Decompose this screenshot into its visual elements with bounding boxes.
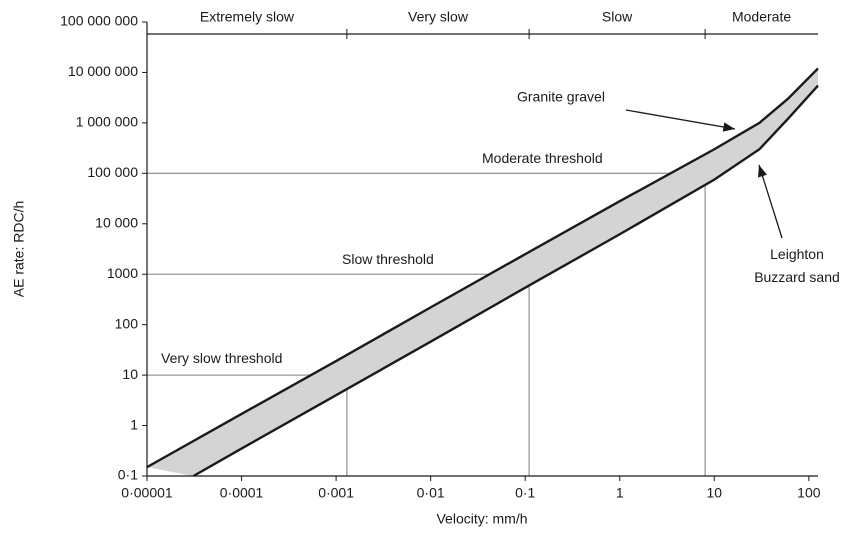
- annotation-arrow: [758, 164, 783, 239]
- y-axis-label: AE rate: RDC/h: [11, 201, 27, 297]
- series-annotation: Leighton Buzzard sand: [754, 246, 840, 285]
- y-tick-label: 1: [130, 416, 138, 432]
- threshold-label: Slow threshold: [342, 251, 434, 267]
- series-annotation: Granite gravel: [517, 89, 605, 105]
- annotation-arrow: [625, 109, 736, 132]
- threshold-label: Moderate threshold: [482, 150, 603, 166]
- series-line: [192, 84, 819, 478]
- x-tick-label: 0·00001: [121, 485, 173, 501]
- x-tick-label: 0·01: [417, 485, 445, 501]
- y-tick-label: 100 000: [87, 164, 138, 180]
- y-tick-label: 0·1: [118, 467, 138, 483]
- threshold-label: Very slow threshold: [161, 350, 282, 366]
- y-tick-label: 10 000 000: [68, 63, 138, 79]
- y-tick-label: 10 000: [95, 214, 138, 230]
- x-tick-label: 0·001: [318, 485, 354, 501]
- y-tick-label: 100: [115, 315, 139, 331]
- series-line: [146, 67, 819, 469]
- x-tick-label: 10: [707, 485, 723, 501]
- y-tick-label: 100 000 000: [60, 13, 138, 29]
- zone-label: Moderate: [732, 9, 791, 25]
- y-tick-label: 10: [122, 366, 138, 382]
- zone-label: Extremely slow: [200, 9, 295, 25]
- zone-label: Slow: [602, 9, 633, 25]
- y-tick-label: 1000: [107, 265, 138, 281]
- x-axis-label: Velocity: mm/h: [436, 511, 527, 527]
- zone-label: Very slow: [408, 9, 469, 25]
- x-tick-label: 0·1: [515, 485, 535, 501]
- x-tick-label: 100: [797, 485, 821, 501]
- x-tick-label: 0·0001: [220, 485, 264, 501]
- x-tick-label: 1: [616, 485, 624, 501]
- band-fill: [147, 68, 818, 476]
- y-tick-label: 1 000 000: [76, 114, 138, 130]
